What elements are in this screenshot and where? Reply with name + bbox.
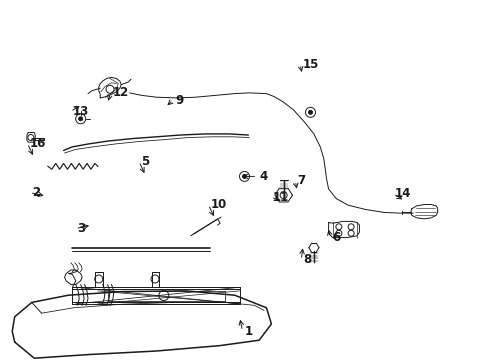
Text: 8: 8 <box>303 253 311 266</box>
Circle shape <box>308 110 312 114</box>
Text: 6: 6 <box>332 231 340 244</box>
Text: 9: 9 <box>175 94 183 107</box>
Text: 2: 2 <box>32 186 40 199</box>
Text: 10: 10 <box>210 198 226 211</box>
Circle shape <box>242 174 246 179</box>
Text: 16: 16 <box>29 137 45 150</box>
Text: 12: 12 <box>112 86 128 99</box>
Text: 1: 1 <box>244 325 252 338</box>
Circle shape <box>79 117 82 121</box>
Text: 15: 15 <box>302 58 318 71</box>
Text: 4: 4 <box>259 170 267 183</box>
Text: 3: 3 <box>77 222 85 235</box>
Text: 5: 5 <box>141 155 149 168</box>
Text: 7: 7 <box>297 174 305 187</box>
Text: 13: 13 <box>72 105 88 118</box>
Text: 11: 11 <box>272 191 288 204</box>
Text: 14: 14 <box>394 187 410 200</box>
Circle shape <box>159 291 168 301</box>
